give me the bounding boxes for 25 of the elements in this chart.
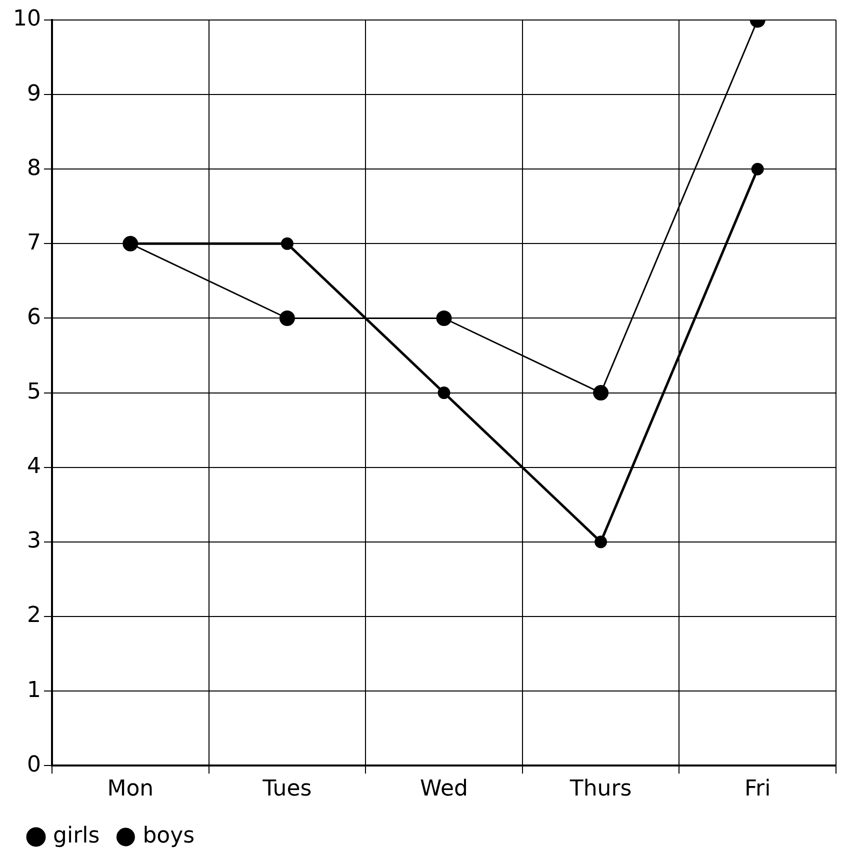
point <box>594 536 608 548</box>
y-tick-label: 7 <box>26 230 41 256</box>
x-tick-label: Thurs <box>568 776 632 802</box>
point <box>280 237 294 250</box>
y-tick-label: 4 <box>26 454 41 480</box>
x-tick-label: Wed <box>420 776 468 802</box>
x-tick-label: Fri <box>744 776 771 802</box>
legend-label: boys <box>142 824 195 849</box>
x-tick-label: Tues <box>262 776 312 802</box>
point <box>593 385 609 401</box>
point <box>279 310 295 326</box>
y-tick-label: 2 <box>26 603 41 628</box>
y-tick-label: 8 <box>26 156 41 181</box>
y-tick-label: 1 <box>26 678 41 703</box>
y-tick-label: 0 <box>26 752 41 778</box>
point <box>751 162 764 176</box>
legend-label: girls <box>53 824 100 849</box>
y-tick-label: 10 <box>12 6 41 32</box>
point <box>436 310 452 326</box>
x-tick-label: Mon <box>107 776 154 802</box>
y-tick-label: 5 <box>26 380 41 405</box>
y-tick-label: 6 <box>26 304 41 330</box>
point <box>438 386 450 400</box>
y-tick-label: 9 <box>26 81 41 106</box>
y-tick-label: 3 <box>26 528 41 554</box>
